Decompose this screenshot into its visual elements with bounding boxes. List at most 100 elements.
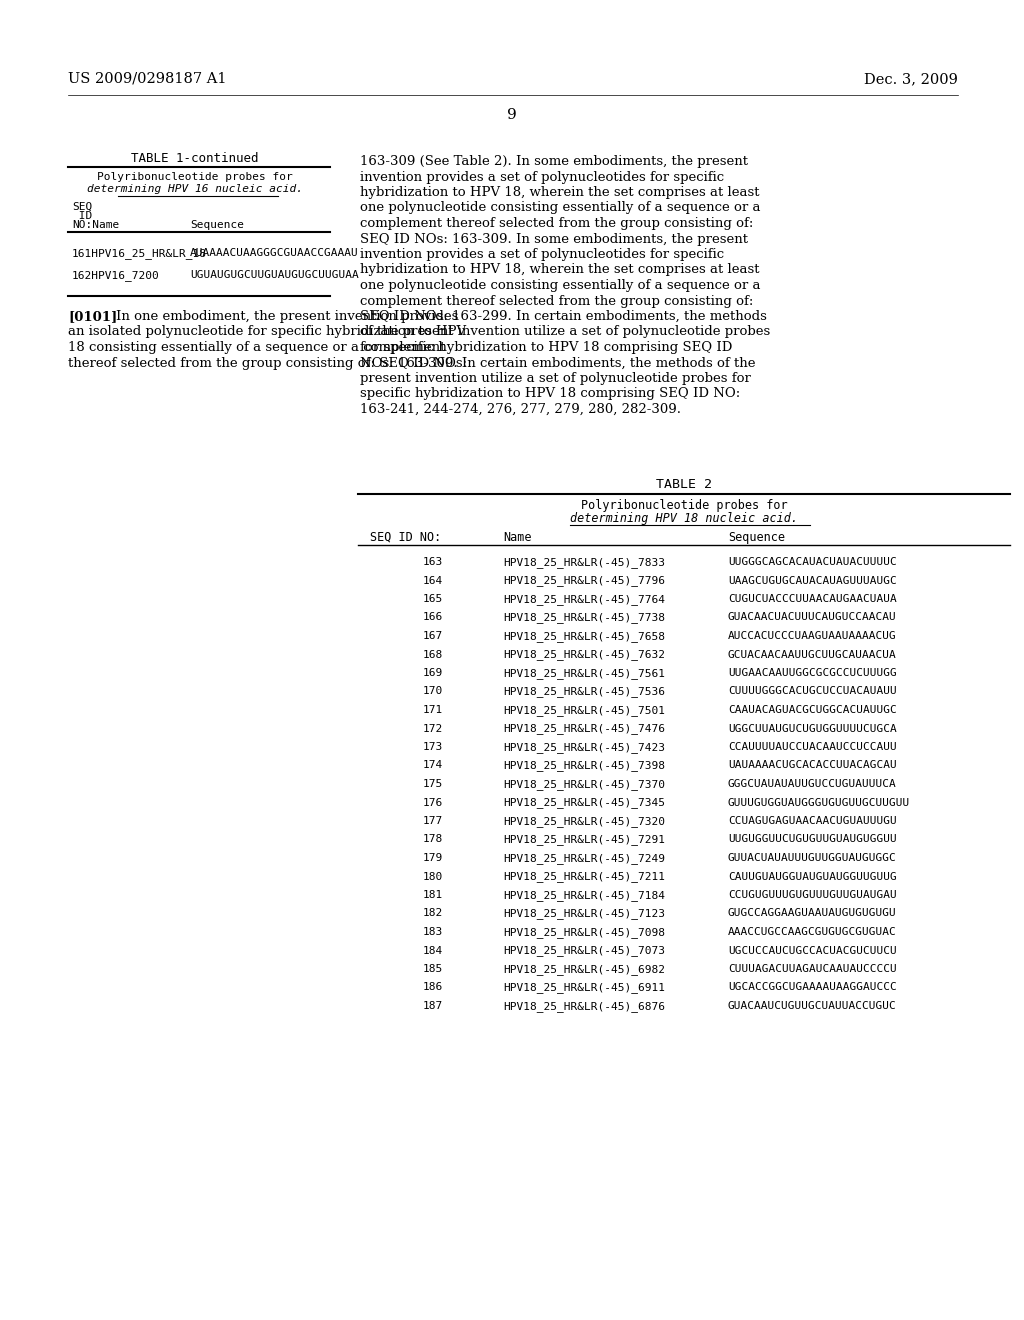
Text: NOs: 163-309. In certain embodiments, the methods of the: NOs: 163-309. In certain embodiments, th…: [360, 356, 756, 370]
Text: invention provides a set of polynucleotides for specific: invention provides a set of polynucleoti…: [360, 170, 724, 183]
Text: TABLE 1-continued: TABLE 1-continued: [131, 152, 259, 165]
Text: 171: 171: [423, 705, 443, 715]
Text: HPV18_25_HR&LR(-45)_7764: HPV18_25_HR&LR(-45)_7764: [503, 594, 665, 605]
Text: Sequence: Sequence: [728, 531, 785, 544]
Text: HPV18_25_HR&LR(-45)_7536: HPV18_25_HR&LR(-45)_7536: [503, 686, 665, 697]
Text: HPV18_25_HR&LR(-45)_7423: HPV18_25_HR&LR(-45)_7423: [503, 742, 665, 752]
Text: SEQ ID NOs: 163-299. In certain embodiments, the methods: SEQ ID NOs: 163-299. In certain embodime…: [360, 310, 767, 323]
Text: US 2009/0298187 A1: US 2009/0298187 A1: [68, 73, 226, 86]
Text: CUUUUGGGCACUGCUCCUACAUAUU: CUUUUGGGCACUGCUCCUACAUAUU: [728, 686, 897, 697]
Text: HPV18_25_HR&LR(-45)_7249: HPV18_25_HR&LR(-45)_7249: [503, 853, 665, 863]
Text: 168: 168: [423, 649, 443, 660]
Text: SEQ ID NO:: SEQ ID NO:: [370, 531, 441, 544]
Text: SEQ ID NOs: 163-309. In some embodiments, the present: SEQ ID NOs: 163-309. In some embodiments…: [360, 232, 748, 246]
Text: 165: 165: [423, 594, 443, 605]
Text: HPV18_25_HR&LR(-45)_7370: HPV18_25_HR&LR(-45)_7370: [503, 779, 665, 789]
Text: 18 consisting essentially of a sequence or a complement: 18 consisting essentially of a sequence …: [68, 341, 445, 354]
Text: HPV18_25_HR&LR(-45)_6982: HPV18_25_HR&LR(-45)_6982: [503, 964, 665, 975]
Text: [0101]: [0101]: [68, 310, 118, 323]
Text: Polyribonucleotide probes for: Polyribonucleotide probes for: [581, 499, 787, 512]
Text: Polyribonucleotide probes for: Polyribonucleotide probes for: [97, 172, 293, 182]
Text: one polynucleotide consisting essentially of a sequence or a: one polynucleotide consisting essentiall…: [360, 202, 761, 214]
Text: UAAGCUGUGCAUACAUAGUUUAUGC: UAAGCUGUGCAUACAUAGUUUAUGC: [728, 576, 897, 586]
Text: 187: 187: [423, 1001, 443, 1011]
Text: GUGCCAGGAAGUAAUAUGUGUGUGU: GUGCCAGGAAGUAAUAUGUGUGUGU: [728, 908, 897, 919]
Text: HPV18_25_HR&LR(-45)_6911: HPV18_25_HR&LR(-45)_6911: [503, 982, 665, 994]
Text: 180: 180: [423, 871, 443, 882]
Text: thereof selected from the group consisting of: SEQ ID NOs:: thereof selected from the group consisti…: [68, 356, 467, 370]
Text: HPV18_25_HR&LR(-45)_6876: HPV18_25_HR&LR(-45)_6876: [503, 1001, 665, 1012]
Text: CCUGUGUUUGUGUUUGUUGUAUGAU: CCUGUGUUUGUGUUUGUUGUAUGAU: [728, 890, 897, 900]
Text: hybridization to HPV 18, wherein the set comprises at least: hybridization to HPV 18, wherein the set…: [360, 264, 760, 276]
Text: HPV18_25_HR&LR(-45)_7796: HPV18_25_HR&LR(-45)_7796: [503, 576, 665, 586]
Text: UGCUCCAUCUGCCACUACGUCUUCU: UGCUCCAUCUGCCACUACGUCUUCU: [728, 945, 897, 956]
Text: 174: 174: [423, 760, 443, 771]
Text: 163-309 (See Table 2). In some embodiments, the present: 163-309 (See Table 2). In some embodimen…: [360, 154, 748, 168]
Text: 177: 177: [423, 816, 443, 826]
Text: UGCACCGGCUGAAAAUAAGGAUCCC: UGCACCGGCUGAAAAUAAGGAUCCC: [728, 982, 897, 993]
Text: 169: 169: [423, 668, 443, 678]
Text: for specific hybridization to HPV 18 comprising SEQ ID: for specific hybridization to HPV 18 com…: [360, 341, 732, 354]
Text: AUAAAACUAAGGGCGUAACCGAAAU: AUAAAACUAAGGGCGUAACCGAAAU: [190, 248, 358, 257]
Text: 179: 179: [423, 853, 443, 863]
Text: TABLE 2: TABLE 2: [656, 478, 712, 491]
Text: 182: 182: [423, 908, 443, 919]
Text: an isolated polynucleotide for specific hybridization to HPV: an isolated polynucleotide for specific …: [68, 326, 466, 338]
Text: 164: 164: [423, 576, 443, 586]
Text: HPV18_25_HR&LR(-45)_7632: HPV18_25_HR&LR(-45)_7632: [503, 649, 665, 660]
Text: HPV18_25_HR&LR(-45)_7098: HPV18_25_HR&LR(-45)_7098: [503, 927, 665, 939]
Text: HPV18_25_HR&LR(-45)_7211: HPV18_25_HR&LR(-45)_7211: [503, 871, 665, 882]
Text: HPV18_25_HR&LR(-45)_7345: HPV18_25_HR&LR(-45)_7345: [503, 797, 665, 808]
Text: GUUUGUGGUAUGGGUGUGUUGCUUGUU: GUUUGUGGUAUGGGUGUGUUGCUUGUU: [728, 797, 910, 808]
Text: 162HPV16_7200: 162HPV16_7200: [72, 271, 160, 281]
Text: UGUAUGUGCUUGUAUGUGCUUGUAA: UGUAUGUGCUUGUAUGUGCUUGUAA: [190, 271, 358, 280]
Text: 185: 185: [423, 964, 443, 974]
Text: HPV18_25_HR&LR(-45)_7184: HPV18_25_HR&LR(-45)_7184: [503, 890, 665, 902]
Text: HPV18_25_HR&LR(-45)_7501: HPV18_25_HR&LR(-45)_7501: [503, 705, 665, 715]
Text: CUGUCUACCCUUAACAUGAACUAUA: CUGUCUACCCUUAACAUGAACUAUA: [728, 594, 897, 605]
Text: In one embodiment, the present invention provides: In one embodiment, the present invention…: [116, 310, 459, 323]
Text: AAACCUGCCAAGCGUGUGCGUGUAC: AAACCUGCCAAGCGUGUGCGUGUAC: [728, 927, 897, 937]
Text: HPV18_25_HR&LR(-45)_7561: HPV18_25_HR&LR(-45)_7561: [503, 668, 665, 678]
Text: AUCCACUCCCUAAGUAAUAAAACUG: AUCCACUCCCUAAGUAAUAAAACUG: [728, 631, 897, 642]
Text: 186: 186: [423, 982, 443, 993]
Text: GUUACUAUAUUUGUUGGUAUGUGGC: GUUACUAUAUUUGUUGGUAUGUGGC: [728, 853, 897, 863]
Text: Dec. 3, 2009: Dec. 3, 2009: [864, 73, 958, 86]
Text: 172: 172: [423, 723, 443, 734]
Text: UGGCUUAUGUCUGUGGUUUUCUGCA: UGGCUUAUGUCUGUGGUUUUCUGCA: [728, 723, 897, 734]
Text: 183: 183: [423, 927, 443, 937]
Text: 175: 175: [423, 779, 443, 789]
Text: 170: 170: [423, 686, 443, 697]
Text: GUACAACUACUUUCAUGUCCAACAU: GUACAACUACUUUCAUGUCCAACAU: [728, 612, 897, 623]
Text: CCUAGUGAGUAACAACUGUAUUUGU: CCUAGUGAGUAACAACUGUAUUUGU: [728, 816, 897, 826]
Text: HPV18_25_HR&LR(-45)_7123: HPV18_25_HR&LR(-45)_7123: [503, 908, 665, 920]
Text: 184: 184: [423, 945, 443, 956]
Text: ID: ID: [72, 211, 92, 220]
Text: HPV18_25_HR&LR(-45)_7073: HPV18_25_HR&LR(-45)_7073: [503, 945, 665, 957]
Text: HPV18_25_HR&LR(-45)_7658: HPV18_25_HR&LR(-45)_7658: [503, 631, 665, 642]
Text: 173: 173: [423, 742, 443, 752]
Text: Name: Name: [503, 531, 531, 544]
Text: 178: 178: [423, 834, 443, 845]
Text: GGGCUAUAUAUUGUCCUGUAUUUCA: GGGCUAUAUAUUGUCCUGUAUUUCA: [728, 779, 897, 789]
Text: 176: 176: [423, 797, 443, 808]
Text: UUGUGGUUCUGUGUUGUAUGUGGUU: UUGUGGUUCUGUGUUGUAUGUGGUU: [728, 834, 897, 845]
Text: 163-241, 244-274, 276, 277, 279, 280, 282-309.: 163-241, 244-274, 276, 277, 279, 280, 28…: [360, 403, 681, 416]
Text: of the present invention utilize a set of polynucleotide probes: of the present invention utilize a set o…: [360, 326, 770, 338]
Text: invention provides a set of polynucleotides for specific: invention provides a set of polynucleoti…: [360, 248, 724, 261]
Text: 167: 167: [423, 631, 443, 642]
Text: HPV18_25_HR&LR(-45)_7476: HPV18_25_HR&LR(-45)_7476: [503, 723, 665, 734]
Text: present invention utilize a set of polynucleotide probes for: present invention utilize a set of polyn…: [360, 372, 751, 385]
Text: UUGGGCAGCACAUACUAUACUUUUC: UUGGGCAGCACAUACUAUACUUUUC: [728, 557, 897, 568]
Text: SEQ: SEQ: [72, 202, 92, 213]
Text: HPV18_25_HR&LR(-45)_7738: HPV18_25_HR&LR(-45)_7738: [503, 612, 665, 623]
Text: GCUACAACAAUUGCUUGCAUAACUA: GCUACAACAAUUGCUUGCAUAACUA: [728, 649, 897, 660]
Text: CAUUGUAUGGUAUGUAUGGUUGUUG: CAUUGUAUGGUAUGUAUGGUUGUUG: [728, 871, 897, 882]
Text: UAUAAAACUGCACACCUUACAGCAU: UAUAAAACUGCACACCUUACAGCAU: [728, 760, 897, 771]
Text: CUUUAGACUUAGAUCAAUAUCCCCU: CUUUAGACUUAGAUCAAUAUCCCCU: [728, 964, 897, 974]
Text: 166: 166: [423, 612, 443, 623]
Text: 9: 9: [507, 108, 517, 121]
Text: Sequence: Sequence: [190, 220, 244, 230]
Text: hybridization to HPV 18, wherein the set comprises at least: hybridization to HPV 18, wherein the set…: [360, 186, 760, 199]
Text: complement thereof selected from the group consisting of:: complement thereof selected from the gro…: [360, 294, 754, 308]
